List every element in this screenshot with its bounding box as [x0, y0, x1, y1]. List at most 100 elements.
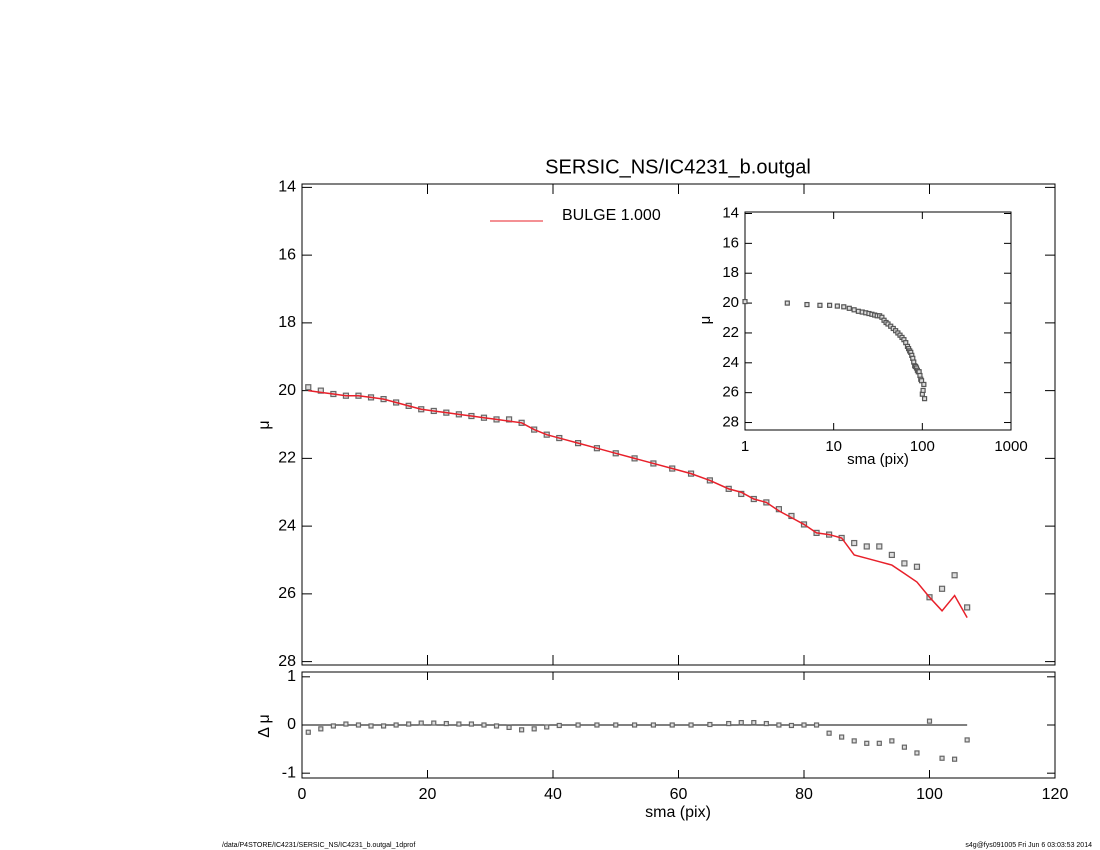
data-point	[951, 572, 958, 579]
data-point	[813, 722, 820, 728]
data-point	[575, 722, 581, 728]
data-point	[939, 755, 945, 761]
data-point	[418, 720, 424, 726]
data-point	[493, 723, 500, 729]
data-point	[863, 543, 870, 550]
data-point	[726, 720, 732, 727]
data-point	[406, 721, 412, 727]
data-point	[964, 737, 970, 743]
data-point	[742, 298, 748, 305]
data-point	[431, 720, 437, 726]
data-point	[788, 722, 795, 729]
data-point	[318, 726, 324, 732]
y-axis-label: μ	[697, 316, 714, 325]
data-point	[920, 387, 926, 394]
data-point	[926, 718, 933, 724]
data-point	[938, 585, 946, 592]
data-point	[330, 723, 336, 729]
y-tick-label: 20	[278, 382, 296, 399]
data-point	[826, 730, 832, 736]
y-tick-label: 0	[287, 716, 296, 733]
data-point	[834, 303, 840, 309]
footer-left: /data/P4STORE/IC4231/SERSIC_NS/IC4231_b.…	[222, 842, 415, 849]
data-point	[827, 302, 833, 308]
data-point	[317, 387, 324, 394]
data-point	[468, 721, 475, 727]
y-tick-label: -1	[282, 764, 296, 781]
data-point	[305, 384, 312, 391]
y-tick-label: 14	[278, 179, 296, 196]
legend-label: BULGE 1.000	[562, 207, 661, 224]
y-tick-label: 26	[278, 585, 296, 602]
data-point	[707, 721, 713, 728]
y-tick-label: 18	[278, 314, 296, 331]
x-tick-label: 60	[670, 786, 688, 803]
data-point	[368, 723, 374, 729]
x-tick-label: 100	[916, 786, 943, 803]
data-point	[738, 719, 744, 726]
data-point	[914, 750, 920, 756]
data-point	[901, 744, 908, 750]
x-tick-label: 120	[1042, 786, 1069, 803]
y-tick-label: 16	[722, 234, 739, 251]
data-point	[506, 724, 512, 731]
data-point	[594, 722, 600, 728]
data-point	[964, 604, 971, 611]
data-point	[776, 722, 782, 728]
data-point	[544, 724, 550, 730]
data-point	[355, 722, 362, 728]
x-tick-label: 0	[298, 786, 307, 803]
data-point	[380, 723, 387, 729]
y-tick-label: 16	[278, 246, 296, 263]
data-point	[393, 722, 399, 728]
x-tick-label: 10	[825, 438, 842, 455]
chart-title: SERSIC_NS/IC4231_b.outgal	[545, 156, 811, 178]
data-point	[688, 722, 694, 728]
data-point	[846, 305, 852, 311]
x-axis-label: sma (pix)	[645, 804, 711, 821]
data-point	[888, 551, 895, 559]
x-axis-label: sma (pix)	[847, 451, 909, 468]
data-point	[631, 722, 638, 728]
data-point	[556, 722, 562, 729]
y-tick-label: 20	[722, 294, 739, 311]
data-point	[531, 726, 537, 732]
data-point	[864, 740, 870, 746]
y-tick-label: 28	[278, 653, 296, 670]
data-point	[921, 381, 927, 388]
data-point	[505, 416, 513, 423]
data-line	[308, 389, 968, 618]
data-point	[851, 307, 857, 313]
x-tick-label: 100	[910, 438, 935, 455]
data-point	[613, 722, 619, 728]
y-tick-label: 26	[722, 384, 739, 401]
data-point	[751, 719, 757, 726]
x-tick-label: 1000	[994, 438, 1027, 455]
x-tick-label: 40	[544, 786, 562, 803]
data-point	[763, 720, 769, 727]
x-tick-label: 1	[741, 438, 749, 455]
inset-frame	[744, 211, 1012, 431]
data-point	[650, 722, 657, 728]
data-point	[519, 727, 525, 733]
y-tick-label: 22	[278, 450, 296, 467]
data-point	[817, 302, 823, 308]
data-point	[669, 722, 675, 728]
data-point	[839, 734, 845, 740]
y-axis-label: μ	[256, 420, 273, 429]
data-point	[801, 722, 807, 728]
y-tick-label: 24	[278, 517, 296, 534]
data-point	[443, 720, 449, 727]
data-point	[901, 560, 908, 567]
y-tick-label: 24	[722, 354, 739, 371]
data-point	[889, 738, 895, 744]
data-point	[343, 721, 349, 727]
y-tick-label: 1	[287, 668, 296, 685]
y-axis-label: Δ μ	[256, 714, 273, 737]
x-tick-label: 80	[795, 786, 813, 803]
y-tick-label: 22	[722, 324, 739, 341]
data-point	[851, 539, 858, 547]
y-tick-label: 28	[722, 414, 739, 431]
